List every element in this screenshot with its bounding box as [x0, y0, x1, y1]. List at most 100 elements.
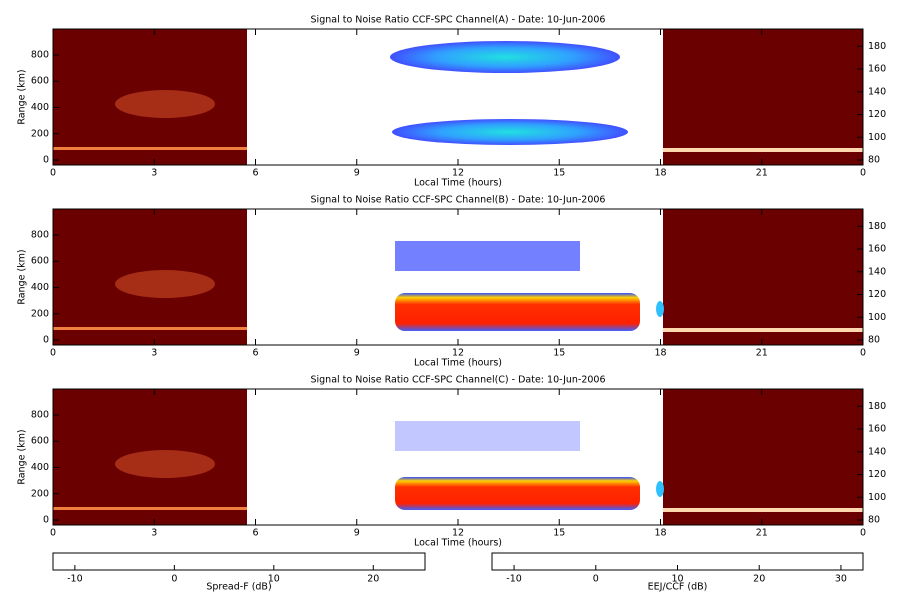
y2-tick-label: 120 — [868, 469, 886, 480]
y-axis-label: Range (km) — [17, 249, 28, 304]
x-tick-label: 15 — [553, 168, 565, 179]
x-tick-label: 18 — [654, 168, 666, 179]
x-tick-label: 12 — [452, 528, 464, 539]
y2-tick-label: 100 — [868, 132, 886, 143]
echo-region — [390, 41, 620, 73]
x-tick-label: 18 — [654, 348, 666, 359]
y-tick-label: 200 — [31, 308, 49, 319]
x-tick-label: 12 — [452, 168, 464, 179]
y2-tick-label: 120 — [868, 289, 886, 300]
y2-tick-label: 80 — [868, 154, 880, 165]
x-tick-label: 12 — [452, 348, 464, 359]
y2-tick-label: 180 — [868, 221, 886, 232]
y2-tick-label: 140 — [868, 446, 886, 457]
x-tick-label: 21 — [756, 528, 768, 539]
y2-tick-label: 140 — [868, 86, 886, 97]
colorbar-tick-label: 20 — [367, 574, 379, 585]
x-tick-label: 6 — [252, 168, 258, 179]
x-tick-label: 3 — [151, 528, 157, 539]
y2-tick-label: 160 — [868, 424, 886, 435]
x-tick-label: 18 — [654, 528, 666, 539]
y-tick-label: 200 — [31, 488, 49, 499]
panel-title: Signal to Noise Ratio CCF-SPC Channel(C)… — [310, 375, 605, 386]
y-tick-label: 200 — [31, 128, 49, 139]
y2-tick-label: 120 — [868, 109, 886, 120]
x-axis-label: Local Time (hours) — [414, 178, 502, 189]
panel: Signal to Noise Ratio CCF-SPC Channel(B)… — [17, 195, 887, 369]
heatmap-background — [663, 389, 863, 525]
heatmap-background — [663, 209, 863, 345]
x-tick-label: 21 — [756, 348, 768, 359]
echo-region — [656, 301, 664, 317]
y-tick-label: 0 — [43, 515, 49, 526]
layer-band — [663, 148, 863, 152]
heatmap-background — [663, 29, 863, 165]
panel-title: Signal to Noise Ratio CCF-SPC Channel(B)… — [311, 195, 606, 206]
layer-band — [663, 508, 863, 512]
colorbar-tick-label: 10 — [671, 574, 683, 585]
x-tick-label: 15 — [553, 528, 565, 539]
y2-tick-label: 180 — [868, 401, 886, 412]
layer-band — [53, 507, 247, 510]
colorbar-tick-label: -10 — [506, 574, 522, 585]
y-tick-label: 800 — [31, 409, 49, 420]
echo-region — [395, 421, 580, 451]
x-tick-label: 3 — [151, 168, 157, 179]
echo-region — [395, 477, 640, 510]
x-tick-label: 0 — [860, 348, 866, 359]
echo-region — [395, 241, 580, 271]
y2-tick-label: 160 — [868, 244, 886, 255]
colorbar-tick-label: 0 — [593, 574, 599, 585]
layer-band — [53, 147, 247, 150]
x-tick-label: 15 — [553, 348, 565, 359]
x-tick-label: 0 — [50, 168, 56, 179]
y2-tick-label: 160 — [868, 64, 886, 75]
layer-feature — [115, 450, 215, 478]
y-tick-label: 400 — [31, 102, 49, 113]
x-tick-label: 6 — [252, 348, 258, 359]
x-tick-label: 3 — [151, 348, 157, 359]
y-tick-label: 400 — [31, 462, 49, 473]
layer-feature — [115, 90, 215, 118]
colorbar-tick-label: 0 — [171, 574, 177, 585]
x-tick-label: 9 — [354, 528, 360, 539]
colorbar-tick-label: 10 — [268, 574, 280, 585]
x-tick-label: 9 — [354, 348, 360, 359]
layer-band — [53, 327, 247, 330]
colorbar-tick-label: 30 — [835, 574, 847, 585]
y-tick-label: 800 — [31, 229, 49, 240]
colorbar-label: Spread-F (dB) — [206, 582, 271, 593]
colorbar-label: EEJ/CCF (dB) — [648, 582, 708, 593]
y-axis-label: Range (km) — [17, 429, 28, 484]
panel-title: Signal to Noise Ratio CCF-SPC Channel(A)… — [311, 15, 606, 26]
x-tick-label: 0 — [50, 348, 56, 359]
y2-tick-label: 100 — [868, 492, 886, 503]
panel: Signal to Noise Ratio CCF-SPC Channel(A)… — [17, 15, 887, 189]
x-axis-label: Local Time (hours) — [414, 358, 502, 369]
echo-region — [392, 119, 628, 145]
y2-tick-label: 180 — [868, 41, 886, 52]
echo-region — [656, 481, 664, 497]
x-tick-label: 9 — [354, 168, 360, 179]
y2-tick-label: 80 — [868, 334, 880, 345]
colorbar-tick-label: -10 — [67, 574, 83, 585]
x-tick-label: 0 — [860, 168, 866, 179]
y-tick-label: 400 — [31, 282, 49, 293]
echo-region — [395, 293, 640, 331]
x-tick-label: 6 — [252, 528, 258, 539]
y-axis-label: Range (km) — [17, 69, 28, 124]
y-tick-label: 600 — [31, 256, 49, 267]
layer-feature — [115, 270, 215, 298]
y-tick-label: 800 — [31, 49, 49, 60]
y-tick-label: 600 — [31, 436, 49, 447]
y2-tick-label: 140 — [868, 266, 886, 277]
colorbar-tick-label: 20 — [753, 574, 765, 585]
colorbar — [52, 552, 426, 571]
x-tick-label: 21 — [756, 168, 768, 179]
layer-band — [663, 328, 863, 332]
x-tick-label: 0 — [50, 528, 56, 539]
x-axis-label: Local Time (hours) — [414, 538, 502, 549]
y-tick-label: 0 — [43, 155, 49, 166]
x-tick-label: 0 — [860, 528, 866, 539]
